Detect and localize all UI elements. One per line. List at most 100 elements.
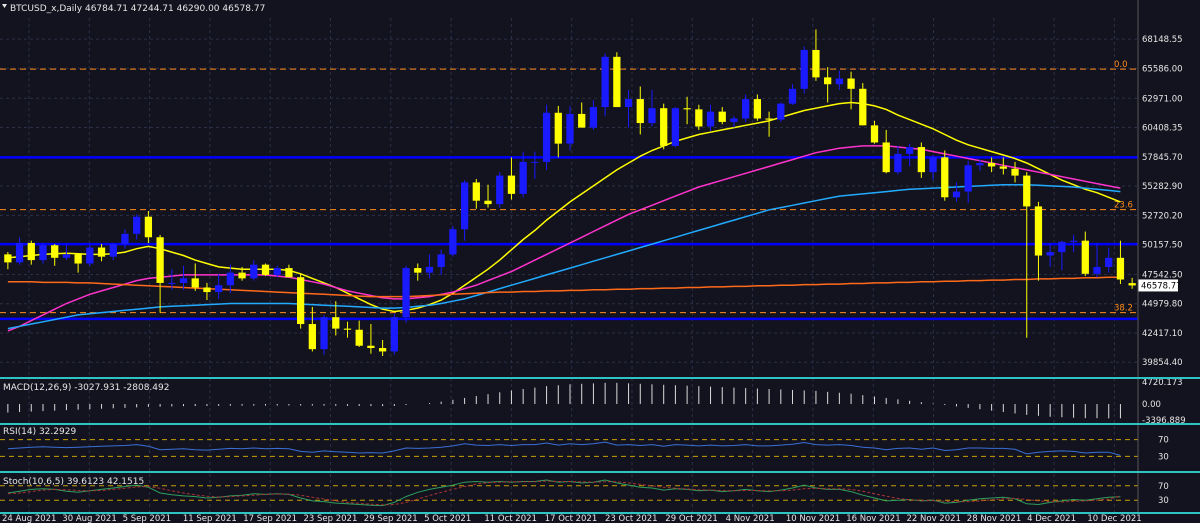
candle[interactable] [917,142,925,178]
candle[interactable] [308,306,316,352]
candle[interactable] [472,179,480,209]
candle[interactable] [203,282,211,301]
candle[interactable] [671,107,680,148]
rsi-panel[interactable]: 70 30 [0,436,1169,463]
candle[interactable] [882,129,890,174]
candle[interactable] [800,46,808,94]
candle[interactable] [519,151,527,198]
candle[interactable] [894,145,902,175]
candle[interactable] [1105,247,1113,273]
candle[interactable] [812,29,820,81]
candle[interactable] [589,100,598,130]
candle[interactable] [179,265,188,290]
candle[interactable] [1034,201,1043,281]
candle[interactable] [4,252,12,270]
candle[interactable] [191,263,199,291]
candle[interactable] [133,214,141,240]
candle[interactable] [730,116,738,128]
candle[interactable] [156,234,164,313]
candle[interactable] [437,249,445,275]
candle[interactable] [1081,231,1089,277]
candle[interactable] [367,324,375,354]
candle[interactable] [109,242,117,261]
candle[interactable] [215,273,223,299]
candle[interactable] [929,155,937,181]
candle[interactable] [999,157,1007,175]
candle[interactable] [941,150,949,201]
candle[interactable] [27,240,35,265]
candle[interactable] [484,184,492,208]
candle[interactable] [976,159,984,172]
candle[interactable] [226,264,235,294]
candle[interactable] [566,105,574,151]
candle[interactable] [542,104,551,170]
candle[interactable] [695,104,703,130]
candle[interactable] [74,253,82,273]
candle[interactable] [332,301,340,336]
candle[interactable] [835,70,843,90]
candle[interactable] [390,313,398,355]
candle[interactable] [1011,161,1019,183]
candle[interactable] [425,254,434,279]
candle[interactable] [285,264,293,278]
candle[interactable] [1116,240,1125,285]
candle[interactable] [261,263,270,277]
candle[interactable] [964,160,972,203]
candle[interactable] [1128,277,1136,289]
candle[interactable] [414,263,422,281]
candle[interactable] [51,244,59,266]
candle[interactable] [238,266,246,281]
candle[interactable] [1023,172,1031,338]
candle[interactable] [624,89,633,128]
candle[interactable] [636,86,644,135]
candle[interactable] [1093,242,1101,278]
candle[interactable] [402,265,410,323]
candle[interactable] [460,180,469,241]
candles-layer[interactable] [4,29,1136,357]
candle[interactable] [952,182,961,202]
candle[interactable] [168,269,176,290]
candle[interactable] [1046,242,1054,267]
candle[interactable] [531,151,539,180]
collapse-triangle-icon[interactable] [2,4,7,8]
candle[interactable] [250,260,258,281]
candle[interactable] [753,94,762,121]
candle[interactable] [144,210,153,243]
candle[interactable] [683,96,691,125]
macd-panel[interactable]: 4720.173 0.00 -3396.889 [7,378,1186,426]
candle[interactable] [343,321,352,338]
candle[interactable] [86,242,94,266]
candle[interactable] [706,104,715,132]
candle[interactable] [97,244,106,262]
candle[interactable] [718,107,726,125]
candle[interactable] [788,84,797,105]
candle[interactable] [660,103,668,150]
candle[interactable] [449,225,457,257]
candle[interactable] [496,172,504,208]
candle[interactable] [847,71,855,110]
candle[interactable] [15,237,24,265]
candle[interactable] [320,314,328,355]
candle[interactable] [273,265,281,278]
candle[interactable] [297,273,305,329]
candle[interactable] [121,229,129,249]
candle[interactable] [578,102,586,128]
candle[interactable] [648,89,656,127]
candle[interactable] [870,120,879,144]
candle[interactable] [554,105,562,158]
candle[interactable] [765,111,773,137]
candle[interactable] [987,157,996,173]
candle[interactable] [62,244,71,261]
candle[interactable] [613,52,621,108]
candle[interactable] [859,83,867,126]
candle[interactable] [507,157,516,200]
candle[interactable] [355,320,363,347]
candle[interactable] [905,143,914,167]
candle[interactable] [378,340,387,357]
candle[interactable] [39,242,47,264]
candle[interactable] [824,67,832,103]
candle[interactable] [742,94,750,122]
candle[interactable] [601,53,609,117]
